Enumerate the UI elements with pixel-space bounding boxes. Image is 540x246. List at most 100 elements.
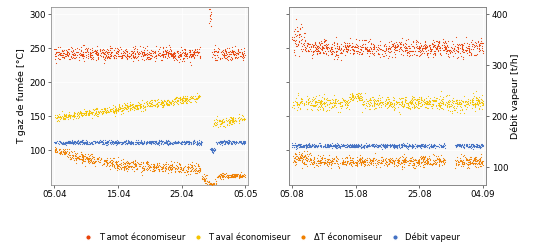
- Point: [357, 155, 366, 159]
- Point: [366, 49, 375, 53]
- Point: [309, 50, 318, 54]
- Point: [291, 39, 299, 43]
- Point: [133, 103, 141, 107]
- Point: [174, 96, 183, 100]
- Point: [389, 159, 398, 163]
- Point: [463, 143, 471, 147]
- Point: [233, 174, 241, 178]
- Point: [450, 143, 459, 147]
- Point: [380, 44, 388, 48]
- Point: [125, 165, 133, 169]
- Point: [397, 43, 406, 46]
- Point: [222, 139, 231, 143]
- Point: [471, 155, 480, 159]
- Point: [301, 47, 309, 51]
- Point: [401, 144, 410, 148]
- Point: [349, 51, 357, 55]
- Point: [427, 145, 436, 149]
- Point: [235, 175, 244, 179]
- Point: [414, 143, 423, 147]
- Point: [88, 140, 97, 144]
- Point: [148, 141, 157, 145]
- Point: [211, 179, 220, 183]
- Point: [374, 52, 383, 56]
- Point: [393, 164, 401, 168]
- Point: [104, 54, 112, 58]
- Point: [102, 141, 110, 145]
- Point: [138, 98, 147, 102]
- Point: [417, 97, 426, 101]
- Point: [217, 140, 225, 144]
- Point: [220, 52, 228, 56]
- Point: [173, 140, 181, 144]
- Point: [347, 96, 355, 100]
- Point: [384, 46, 393, 50]
- Point: [394, 161, 402, 165]
- Point: [356, 92, 364, 96]
- Point: [115, 140, 124, 144]
- Point: [298, 158, 307, 162]
- Point: [395, 155, 404, 159]
- Point: [338, 156, 347, 160]
- Point: [355, 161, 363, 165]
- Point: [139, 160, 148, 164]
- Point: [86, 109, 95, 113]
- Point: [152, 164, 161, 168]
- Point: [347, 41, 356, 45]
- Point: [342, 142, 351, 146]
- Point: [58, 51, 67, 55]
- Point: [59, 53, 68, 57]
- Point: [478, 163, 487, 167]
- Point: [224, 142, 232, 146]
- Point: [423, 94, 432, 98]
- Point: [157, 101, 166, 105]
- Point: [455, 101, 463, 105]
- Point: [91, 110, 100, 114]
- Point: [406, 144, 415, 148]
- Point: [173, 165, 181, 169]
- Point: [54, 118, 63, 122]
- Point: [429, 145, 437, 149]
- Point: [374, 46, 382, 49]
- Point: [314, 159, 323, 163]
- Point: [350, 143, 359, 147]
- Point: [87, 56, 96, 60]
- Point: [320, 51, 329, 55]
- Point: [135, 162, 144, 166]
- Point: [436, 104, 444, 108]
- Point: [147, 54, 156, 58]
- Point: [446, 48, 455, 52]
- Point: [334, 46, 343, 49]
- Point: [384, 159, 393, 163]
- Point: [218, 120, 226, 124]
- Point: [75, 140, 83, 144]
- Point: [408, 142, 417, 146]
- Point: [91, 159, 99, 163]
- Point: [112, 50, 121, 54]
- Point: [114, 106, 123, 110]
- Point: [77, 112, 86, 116]
- Point: [122, 166, 130, 170]
- Point: [62, 140, 71, 144]
- Point: [449, 96, 457, 100]
- Point: [330, 97, 339, 101]
- Point: [114, 155, 123, 159]
- Point: [471, 145, 480, 149]
- Point: [316, 143, 325, 147]
- Point: [173, 140, 181, 144]
- Point: [129, 50, 138, 54]
- Point: [305, 144, 313, 148]
- Point: [377, 52, 386, 56]
- Point: [362, 103, 371, 107]
- Point: [421, 160, 429, 164]
- Point: [322, 97, 330, 101]
- Point: [187, 167, 196, 171]
- Point: [220, 139, 228, 143]
- Point: [462, 143, 471, 147]
- Point: [70, 139, 78, 143]
- Point: [188, 53, 197, 57]
- Point: [354, 91, 362, 95]
- Point: [443, 101, 451, 105]
- Point: [327, 101, 335, 105]
- Point: [107, 164, 116, 168]
